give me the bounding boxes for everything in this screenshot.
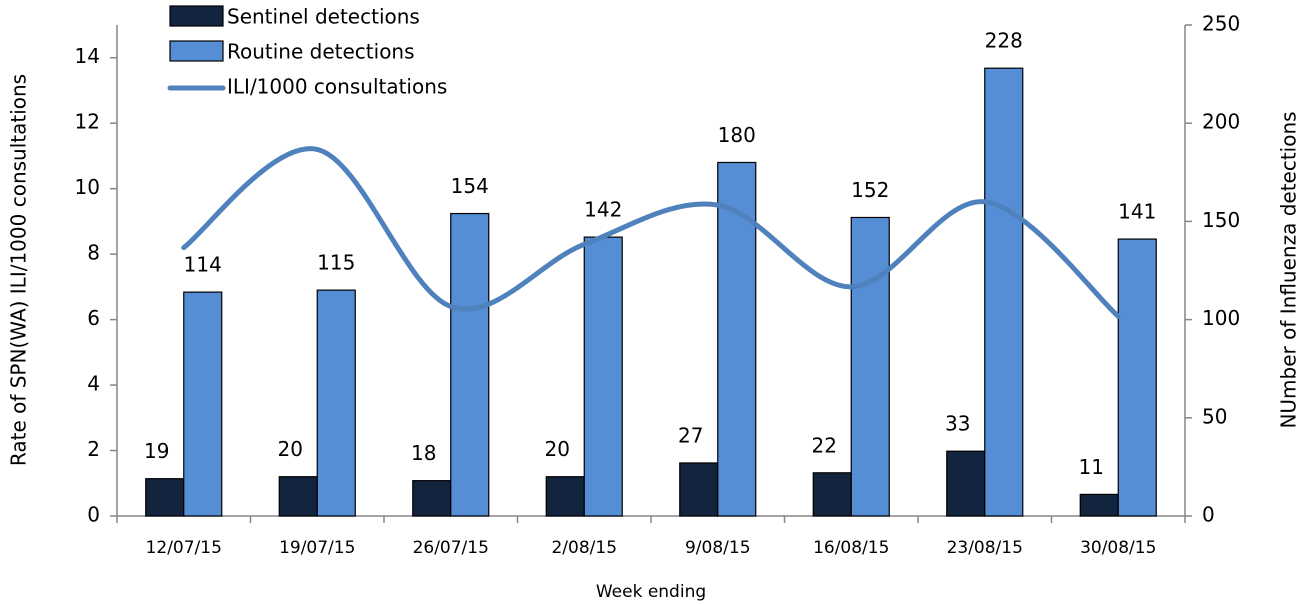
y-tick-label: 2 bbox=[87, 437, 100, 461]
y2-tick-label: 200 bbox=[1202, 110, 1240, 134]
data-label: 18 bbox=[411, 441, 436, 465]
data-label: 19 bbox=[144, 439, 169, 463]
bar bbox=[316, 289, 356, 517]
data-label: 33 bbox=[945, 412, 970, 436]
y-tick-label: 10 bbox=[75, 175, 100, 199]
x-tick-label: 30/08/15 bbox=[1080, 538, 1156, 558]
line bbox=[181, 146, 1121, 319]
legend-swatch bbox=[169, 5, 224, 27]
bar bbox=[412, 480, 452, 517]
legend-label: Routine detections bbox=[227, 40, 415, 64]
bar bbox=[984, 67, 1024, 517]
y-tick-label: 6 bbox=[87, 306, 100, 330]
y2-tick-label: 50 bbox=[1202, 404, 1227, 428]
x-tick-label: 19/07/15 bbox=[279, 538, 355, 558]
legend-label: Sentinel detections bbox=[227, 5, 420, 29]
bar bbox=[812, 472, 852, 517]
y2-tick-label: 0 bbox=[1202, 503, 1215, 527]
data-label: 114 bbox=[184, 253, 222, 277]
data-label: 115 bbox=[317, 251, 355, 275]
data-label: 152 bbox=[851, 178, 889, 202]
bar bbox=[1117, 238, 1157, 517]
data-label: 180 bbox=[718, 123, 756, 147]
bar bbox=[145, 478, 185, 517]
y-tick-label: 0 bbox=[87, 503, 100, 527]
y2-tick-label: 100 bbox=[1202, 306, 1240, 330]
y2-axis-label: NUmber of Influenza detections bbox=[1277, 111, 1301, 428]
x-tick-label: 9/08/15 bbox=[685, 538, 751, 558]
bar bbox=[450, 212, 490, 517]
data-label: 20 bbox=[278, 437, 303, 461]
y-tick-label: 4 bbox=[87, 372, 100, 396]
bar bbox=[583, 236, 623, 517]
bar bbox=[278, 476, 318, 517]
bar bbox=[717, 161, 757, 517]
y-tick-label: 12 bbox=[75, 110, 100, 134]
legend-swatch bbox=[169, 40, 224, 62]
data-label: 20 bbox=[545, 437, 570, 461]
x-tick-label: 26/07/15 bbox=[413, 538, 489, 558]
y-axis-label: Rate of SPN(WA) ILI/1000 consultations bbox=[7, 74, 31, 466]
x-tick-label: 16/08/15 bbox=[813, 538, 889, 558]
data-label: 22 bbox=[812, 433, 837, 457]
y-tick-label: 14 bbox=[75, 44, 100, 68]
data-label: 27 bbox=[678, 423, 703, 447]
y-tick-label: 8 bbox=[87, 241, 100, 265]
x-tick-label: 23/08/15 bbox=[947, 538, 1023, 558]
data-label: 228 bbox=[985, 29, 1023, 53]
bar bbox=[679, 462, 719, 517]
bar bbox=[1079, 493, 1119, 517]
data-label: 11 bbox=[1079, 455, 1104, 479]
y2-tick-label: 150 bbox=[1202, 208, 1240, 232]
data-label: 142 bbox=[584, 198, 622, 222]
data-label: 154 bbox=[451, 174, 489, 198]
bar bbox=[545, 476, 585, 517]
y2-tick-label: 250 bbox=[1202, 12, 1240, 36]
data-label: 141 bbox=[1118, 200, 1156, 224]
x-tick-label: 2/08/15 bbox=[551, 538, 617, 558]
bar bbox=[850, 216, 890, 517]
x-axis-label: Week ending bbox=[596, 582, 706, 602]
bar bbox=[183, 291, 223, 517]
legend-label: ILI/1000 consultations bbox=[227, 75, 447, 99]
bar bbox=[946, 450, 986, 517]
x-tick-label: 12/07/15 bbox=[146, 538, 222, 558]
